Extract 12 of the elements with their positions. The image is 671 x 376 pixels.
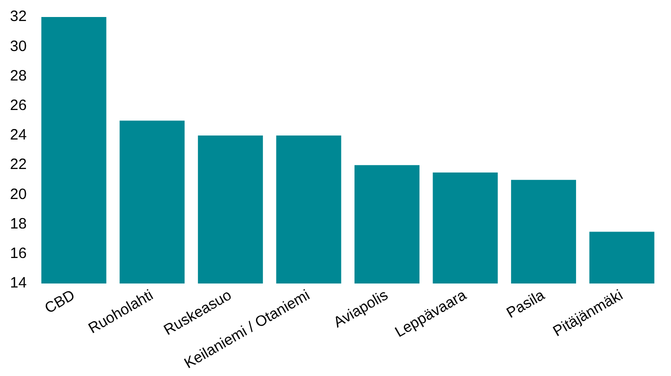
y-tick-label: 22 [10, 156, 27, 174]
y-tick-label: 24 [10, 126, 27, 144]
y-tick-label: 30 [10, 38, 27, 55]
y-tick-label: 14 [10, 274, 27, 292]
y-tick-label: 18 [10, 215, 27, 232]
y-tick-label: 20 [10, 186, 27, 203]
y-tick-label: 16 [10, 245, 27, 262]
y-tick-label: 26 [10, 96, 27, 114]
x-tick-label: CBD [42, 286, 78, 318]
y-tick-label: 32 [10, 8, 27, 26]
x-tick-label: Pasila [504, 286, 548, 322]
y-tick-label: 28 [10, 67, 27, 84]
